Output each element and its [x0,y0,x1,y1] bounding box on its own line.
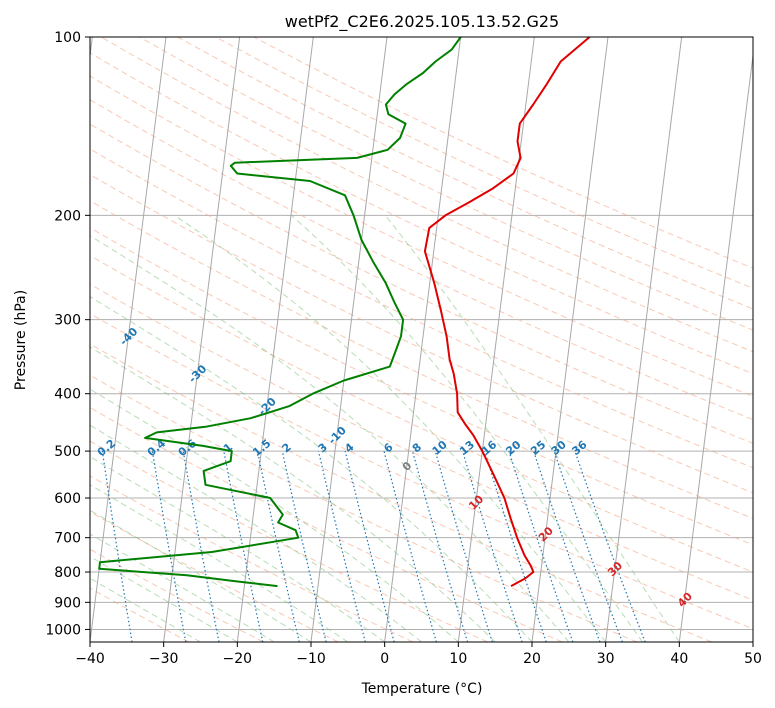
x-tick-label: 30 [597,651,615,667]
y-axis-label: Pressure (hPa) [13,290,29,390]
x-tick-label: −40 [75,651,105,667]
y-tick-label: 600 [54,491,81,507]
mixing-ratio-line [383,450,437,642]
mixing-ratio-line [434,450,493,642]
moist-adiabat [90,533,275,642]
plot-frame [89,36,754,643]
dry-adiabat [90,374,638,642]
mixing-ratio-line [553,450,623,642]
dry-adiabat [90,440,488,642]
y-tick-label: 100 [54,30,81,46]
dewpoint-line [98,37,462,588]
y-axis: 100 200 300 400 500 600 700 800 900 1000 [45,30,90,638]
x-tick-label: 0 [380,651,389,667]
x-axis: −40 −30 −20 −10 0 10 20 30 40 50 [75,642,762,667]
x-tick-label: 50 [744,651,762,667]
isotherm [605,37,683,642]
background-lines [90,37,753,642]
mixing-ratio-line [484,450,547,642]
isotherm [384,37,462,642]
mixing-ratio-line [182,450,220,642]
mixing-ratio-line [256,450,300,642]
dry-adiabat [90,343,712,642]
y-tick-label: 200 [54,208,81,224]
isotherm [457,37,535,642]
y-tick-label: 300 [54,313,81,329]
mixing-ratio-line [462,450,523,642]
y-tick-label: 900 [54,595,81,611]
moist-adiabat [90,555,238,642]
dry-adiabat [177,37,753,310]
mixing-ratio-line [317,450,366,642]
x-tick-label: 10 [449,651,467,667]
chart-title: wetPf2_C2E6.2025.105.13.52.G25 [285,12,559,32]
x-tick-label: −10 [296,651,326,667]
mixing-ratio-line [344,450,395,642]
moist-adiabat [90,577,201,642]
moist-adiabat [90,424,422,642]
x-tick-label: −30 [149,651,179,667]
moist-adiabat [174,214,607,642]
dry-adiabat [90,254,753,573]
isotherm [678,51,753,642]
isotherm [236,37,314,642]
dry-adiabat [90,511,339,642]
dry-adiabat [90,312,753,630]
moist-adiabat [90,484,349,642]
mixing-ratio-line [508,450,574,642]
y-tick-label: 1000 [45,622,81,638]
isotherm [163,37,241,642]
moist-adiabat [90,509,312,642]
y-tick-label: 800 [54,565,81,581]
dry-adiabat [90,200,753,519]
mixing-ratio-line [223,450,264,642]
dry-adiabat [90,227,753,546]
dry-adiabat [100,37,753,353]
dry-adiabat [90,548,264,642]
y-tick-label: 400 [54,387,81,403]
dry-adiabat [90,148,753,469]
mixing-ratio-line [574,450,646,642]
sounding-series [98,37,591,588]
temperature-line [423,37,591,587]
y-tick-label: 500 [54,444,81,460]
x-tick-label: −20 [223,651,253,667]
isotherm [310,37,388,642]
moist-adiabat [90,296,533,642]
mixing-ratio-line [411,450,469,642]
x-tick-label: 40 [670,651,688,667]
mixing-ratio-line [281,450,327,642]
x-tick-label: 20 [523,651,541,667]
dry-adiabat [215,37,753,289]
isotherm [90,37,167,642]
isotherm [531,37,609,642]
x-axis-label: Temperature (°C) [361,681,483,697]
dry-adiabat [90,283,753,601]
moist-adiabat [291,214,643,642]
moist-adiabat [90,456,385,642]
moist-adiabat [384,214,680,642]
dry-adiabat [90,407,563,642]
y-tick-label: 700 [54,531,81,547]
dry-adiabat [90,52,753,375]
mixing-ratio-line [533,450,601,642]
moist-adiabat [90,388,459,642]
moist-adiabat [90,346,496,642]
mixing-ratio-line [101,451,133,642]
